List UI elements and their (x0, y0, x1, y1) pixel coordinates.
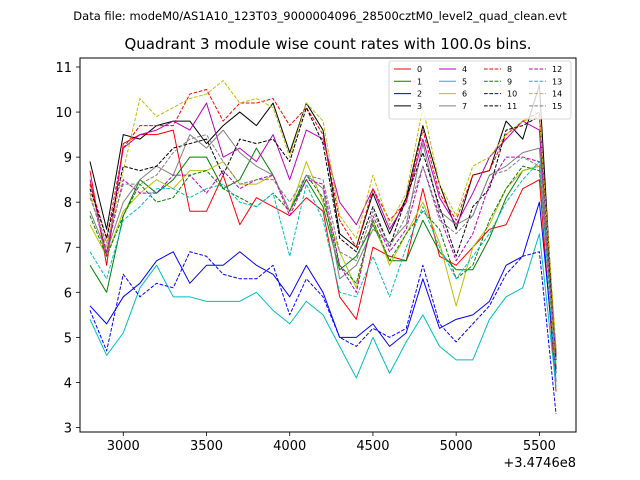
x-tick-label: 3000 (107, 439, 140, 454)
y-tick-label: 8 (64, 196, 72, 211)
y-tick-label: 5 (64, 331, 72, 346)
legend-frame (388, 60, 572, 120)
x-tick-label: 4500 (356, 439, 389, 454)
y-axis: 3 4 5 6 7 8 9 10 11 (55, 61, 80, 436)
legend-label: 0 (417, 65, 422, 74)
legend-label: 14 (552, 90, 562, 99)
suptitle: Data file: modeM0/AS1A10_123T03_90000040… (73, 9, 567, 23)
axes-frame (79, 57, 577, 433)
legend-label: 7 (462, 102, 467, 111)
x-axis-offset-label: +3.4746e8 (503, 456, 576, 471)
axes-background (80, 58, 576, 432)
y-tick-label: 11 (55, 61, 72, 76)
y-tick-label: 7 (64, 241, 72, 256)
x-tick-label: 5500 (523, 439, 556, 454)
legend-label: 9 (507, 77, 512, 86)
series-line-8 (89, 89, 557, 356)
y-tick-label: 9 (64, 151, 72, 166)
legend-label: 11 (507, 102, 517, 111)
legend-label: 8 (507, 65, 512, 74)
series-line-6 (89, 161, 557, 365)
y-tick-label: 3 (64, 421, 72, 436)
legend-label: 3 (417, 102, 422, 111)
series-line-2 (89, 201, 557, 374)
series-line-13 (89, 161, 557, 383)
x-tick-label: 5000 (440, 439, 473, 454)
series-line-15 (89, 134, 557, 351)
series-line-9 (89, 165, 557, 356)
y-tick-label: 6 (64, 286, 72, 301)
legend-label: 15 (552, 102, 562, 111)
y-tick-label: 4 (64, 376, 72, 391)
legend-label: 5 (462, 77, 467, 86)
series-line-10 (89, 251, 557, 415)
x-axis: 3000 3500 4000 4500 5000 5500 (107, 432, 556, 454)
legend-label: 1 (417, 77, 422, 86)
series-layer (89, 80, 557, 415)
legend-label: 2 (417, 90, 422, 99)
y-tick-label: 10 (55, 106, 72, 121)
legend-label: 4 (462, 65, 467, 74)
legend-label: 6 (462, 90, 467, 99)
series-line-14 (89, 80, 557, 347)
series-line-4 (89, 102, 557, 383)
series-line-1 (89, 147, 557, 360)
legend-label: 10 (507, 90, 517, 99)
series-line-0 (89, 129, 557, 392)
series-line-11 (89, 107, 557, 360)
x-tick-label: 4000 (273, 439, 306, 454)
x-tick-label: 3500 (190, 439, 223, 454)
legend-label: 12 (552, 65, 562, 74)
legend-label: 13 (552, 77, 562, 86)
chart-title: Quadrant 3 module wise count rates with … (124, 35, 531, 53)
series-line-12 (89, 156, 557, 356)
